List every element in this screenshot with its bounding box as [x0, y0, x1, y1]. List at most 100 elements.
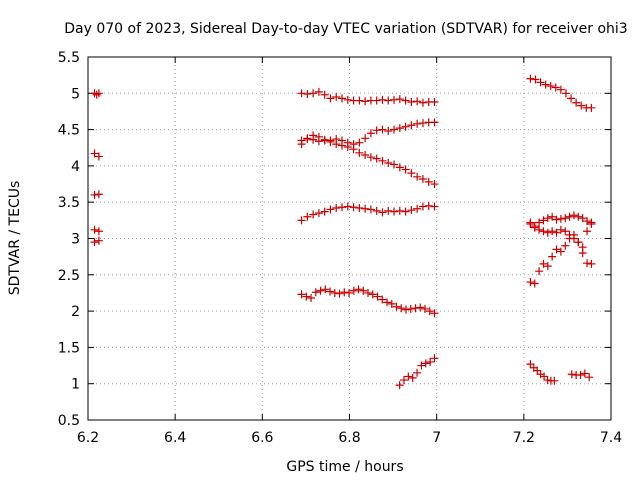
data-point [408, 373, 417, 382]
chart-title: Day 070 of 2023, Sidereal Day-to-day VTE… [64, 21, 627, 37]
y-tick-label: 0.5 [58, 413, 80, 429]
data-point [578, 249, 587, 258]
data-point [94, 236, 103, 245]
data-point [384, 96, 393, 105]
data-point [552, 215, 561, 224]
data-point [92, 90, 101, 99]
data-point [355, 148, 364, 157]
data-point [94, 227, 103, 236]
data-point [297, 216, 306, 225]
x-axis-label: GPS time / hours [286, 459, 403, 475]
data-point [587, 219, 596, 228]
x-tick-label: 7 [432, 430, 441, 446]
data-point [90, 190, 99, 199]
data-point [302, 292, 311, 301]
y-axis-label: SDTVAR / TECUs [7, 181, 23, 296]
y-tick-label: 1 [71, 377, 80, 393]
data-point [541, 80, 550, 89]
data-point [416, 303, 425, 312]
data-point [399, 376, 408, 385]
data-point [349, 203, 358, 212]
data-point [320, 136, 329, 145]
data-point [430, 180, 439, 189]
data-point [418, 202, 427, 211]
data-point [574, 212, 583, 221]
data-point [407, 121, 416, 130]
data-point [526, 278, 535, 287]
data-point [539, 227, 548, 236]
data-point [583, 259, 592, 268]
data-point [535, 267, 544, 276]
data-point [320, 207, 329, 216]
data-point [536, 78, 545, 87]
data-point [540, 372, 549, 381]
data-point [567, 370, 576, 379]
data-point [366, 205, 375, 214]
data-point [530, 279, 539, 288]
y-tick-label: 4.5 [58, 123, 80, 139]
data-point [361, 97, 370, 106]
data-point [576, 370, 585, 379]
data-point [543, 214, 552, 223]
data-point [349, 286, 358, 295]
data-point [548, 227, 557, 236]
data-point [326, 205, 335, 214]
data-point [378, 295, 387, 304]
data-point [343, 143, 352, 152]
data-point [402, 305, 411, 314]
data-point [345, 288, 354, 297]
data-point [395, 95, 404, 104]
data-point [533, 366, 542, 375]
data-point [320, 90, 329, 99]
data-point [94, 190, 103, 199]
data-point [395, 206, 404, 215]
data-point [330, 288, 339, 297]
data-point [373, 292, 382, 301]
data-point [332, 92, 341, 101]
x-tick-label: 6.8 [338, 430, 360, 446]
data-point [314, 87, 323, 96]
data-point [359, 286, 368, 295]
data-point [561, 89, 570, 98]
data-point [552, 245, 561, 254]
data-point [539, 216, 548, 225]
data-point [578, 214, 587, 223]
data-point [413, 172, 422, 181]
data-point [561, 241, 570, 250]
data-point [531, 75, 540, 84]
data-point [90, 238, 99, 247]
data-point [583, 217, 592, 226]
y-tick-label: 5 [71, 86, 80, 102]
data-point [390, 160, 399, 169]
y-tick-label: 3.5 [58, 195, 80, 211]
data-point [309, 89, 318, 98]
data-point [332, 204, 341, 213]
y-tick-label: 5.5 [58, 50, 80, 66]
data-point [407, 98, 416, 107]
x-tick-label: 6.4 [164, 430, 186, 446]
data-point [366, 153, 375, 162]
data-point [406, 304, 415, 313]
data-point [565, 234, 574, 243]
y-tick-label: 2.5 [58, 268, 80, 284]
data-point [430, 98, 439, 107]
data-point [390, 207, 399, 216]
data-point [366, 129, 375, 138]
y-tick-label: 1.5 [58, 340, 80, 356]
data-point [420, 304, 429, 313]
data-point [401, 122, 410, 131]
data-point [561, 227, 570, 236]
data-point [421, 359, 430, 368]
data-point [355, 96, 364, 105]
data-point [343, 202, 352, 211]
data-point [536, 370, 545, 379]
data-point [569, 211, 578, 220]
data-point [372, 126, 381, 135]
data-point [587, 259, 596, 268]
data-point [326, 137, 335, 146]
data-point [552, 228, 561, 237]
data-point [401, 207, 410, 216]
data-point [354, 285, 363, 294]
x-tick-label: 6.6 [251, 430, 273, 446]
x-tick-label: 6.2 [77, 430, 99, 446]
